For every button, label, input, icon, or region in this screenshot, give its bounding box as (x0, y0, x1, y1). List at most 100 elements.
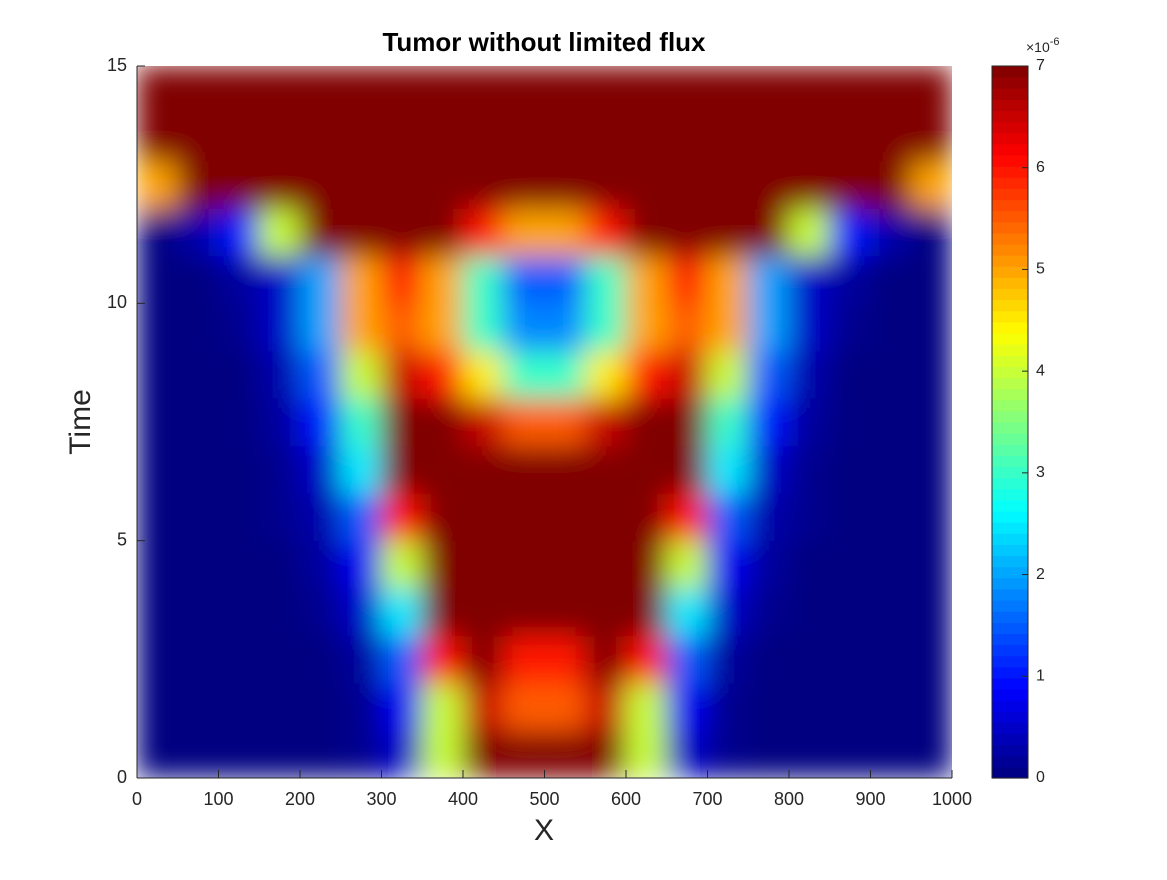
heatmap-cell (829, 397, 871, 447)
colorbar-swatch (992, 433, 1028, 445)
colorbar-swatch (992, 155, 1028, 167)
colorbar-swatch (992, 199, 1028, 212)
heatmap-cell (218, 397, 260, 447)
colorbar-swatch (992, 188, 1028, 201)
colorbar-swatch (992, 522, 1028, 534)
colorbar-swatch (992, 644, 1028, 657)
heatmap-cell (218, 66, 260, 114)
colorbar-swatch (992, 244, 1028, 256)
heatmap-cell (788, 445, 831, 494)
heatmap-cell (584, 160, 627, 209)
heatmap-cell (218, 255, 260, 304)
heatmap-cell (747, 587, 790, 637)
heatmap-cell (870, 66, 912, 114)
heatmap-cell (503, 350, 545, 399)
heatmap-cell (421, 112, 464, 162)
heatmap-cell (788, 540, 831, 589)
heatmap-cell (299, 587, 342, 637)
colorbar-swatch (992, 455, 1028, 468)
heatmap-cell (544, 112, 586, 162)
heatmap-cell (340, 160, 382, 209)
heatmap-cell (584, 682, 627, 732)
colorbar-swatch (992, 121, 1028, 134)
heatmap-cell (421, 350, 464, 399)
heatmap-cell (381, 682, 423, 732)
heatmap-cell (340, 492, 382, 542)
heatmap-cell (381, 350, 423, 399)
heatmap-cell (462, 112, 505, 162)
heatmap-cell (137, 66, 179, 114)
heatmap-cell (584, 302, 627, 352)
heatmap-cell (829, 730, 871, 778)
colorbar-swatch (992, 733, 1028, 746)
colorbar-swatch (992, 388, 1028, 401)
heatmap-cell (666, 492, 708, 542)
heatmap-cell (503, 635, 545, 684)
heatmap-cell (462, 445, 505, 494)
heatmap-cell (870, 160, 912, 209)
colorbar-swatch (992, 577, 1028, 590)
heatmap-cell (788, 635, 831, 684)
heatmap-cell (218, 587, 260, 637)
heatmap-cell (544, 682, 586, 732)
heatmap-cell (910, 350, 952, 399)
heatmap-cell (788, 160, 831, 209)
heatmap-cell (666, 112, 708, 162)
heatmap-cell (258, 492, 301, 542)
heatmap-cell (829, 635, 871, 684)
colorbar-swatch (992, 277, 1028, 290)
heatmap-cell (747, 540, 790, 589)
heatmap-cell (462, 66, 505, 114)
colorbar-swatch (992, 466, 1028, 479)
heatmap-cell (137, 587, 179, 637)
colorbar-swatch (992, 210, 1028, 223)
heatmap-cell (299, 682, 342, 732)
heatmap-cell (462, 302, 505, 352)
heatmap-cell (584, 492, 627, 542)
colorbar-swatch (992, 622, 1028, 634)
heatmap-cell (462, 587, 505, 637)
heatmap-cell (137, 207, 179, 257)
heatmap-cell (177, 397, 219, 447)
heatmap-cell (584, 397, 627, 447)
heatmap-cell (666, 445, 708, 494)
heatmap-cell (177, 682, 219, 732)
heatmap-cell (544, 587, 586, 637)
heatmap-cell (340, 112, 382, 162)
heatmap-cell (299, 350, 342, 399)
colorbar-swatch (992, 221, 1028, 234)
x-tick-label: 400 (448, 789, 478, 809)
heatmap-cell (870, 492, 912, 542)
heatmap-cell (340, 540, 382, 589)
heatmap-cell (381, 587, 423, 637)
heatmap-cell (421, 587, 464, 637)
colorbar-tick-label: 1 (1036, 668, 1045, 685)
heatmap-cell (177, 445, 219, 494)
colorbar-swatch (992, 700, 1028, 712)
colorbar-swatch (992, 755, 1028, 768)
heatmap-cell (299, 302, 342, 352)
heatmap-cell (503, 112, 545, 162)
heatmap-cell (666, 540, 708, 589)
heatmap-cell (177, 635, 219, 684)
heatmap-cell (666, 66, 708, 114)
heatmap-cell (258, 682, 301, 732)
heatmap-cell (707, 66, 749, 114)
heatmap-cell (340, 587, 382, 637)
colorbar-swatch (992, 255, 1028, 267)
heatmap-cell (503, 160, 545, 209)
heatmap-cell (910, 445, 952, 494)
heatmap-cell (829, 587, 871, 637)
heatmap-cell (177, 350, 219, 399)
heatmap-cell (218, 730, 260, 778)
heatmap-cell (707, 730, 749, 778)
heatmap-cell (666, 302, 708, 352)
heatmap-cell (299, 635, 342, 684)
heatmap-cell (707, 445, 749, 494)
heatmap-cell (666, 587, 708, 637)
heatmap-cell (137, 112, 179, 162)
colorbar-tick-label: 4 (1036, 362, 1045, 379)
heatmap-cell (258, 255, 301, 304)
heatmap-cell (462, 540, 505, 589)
